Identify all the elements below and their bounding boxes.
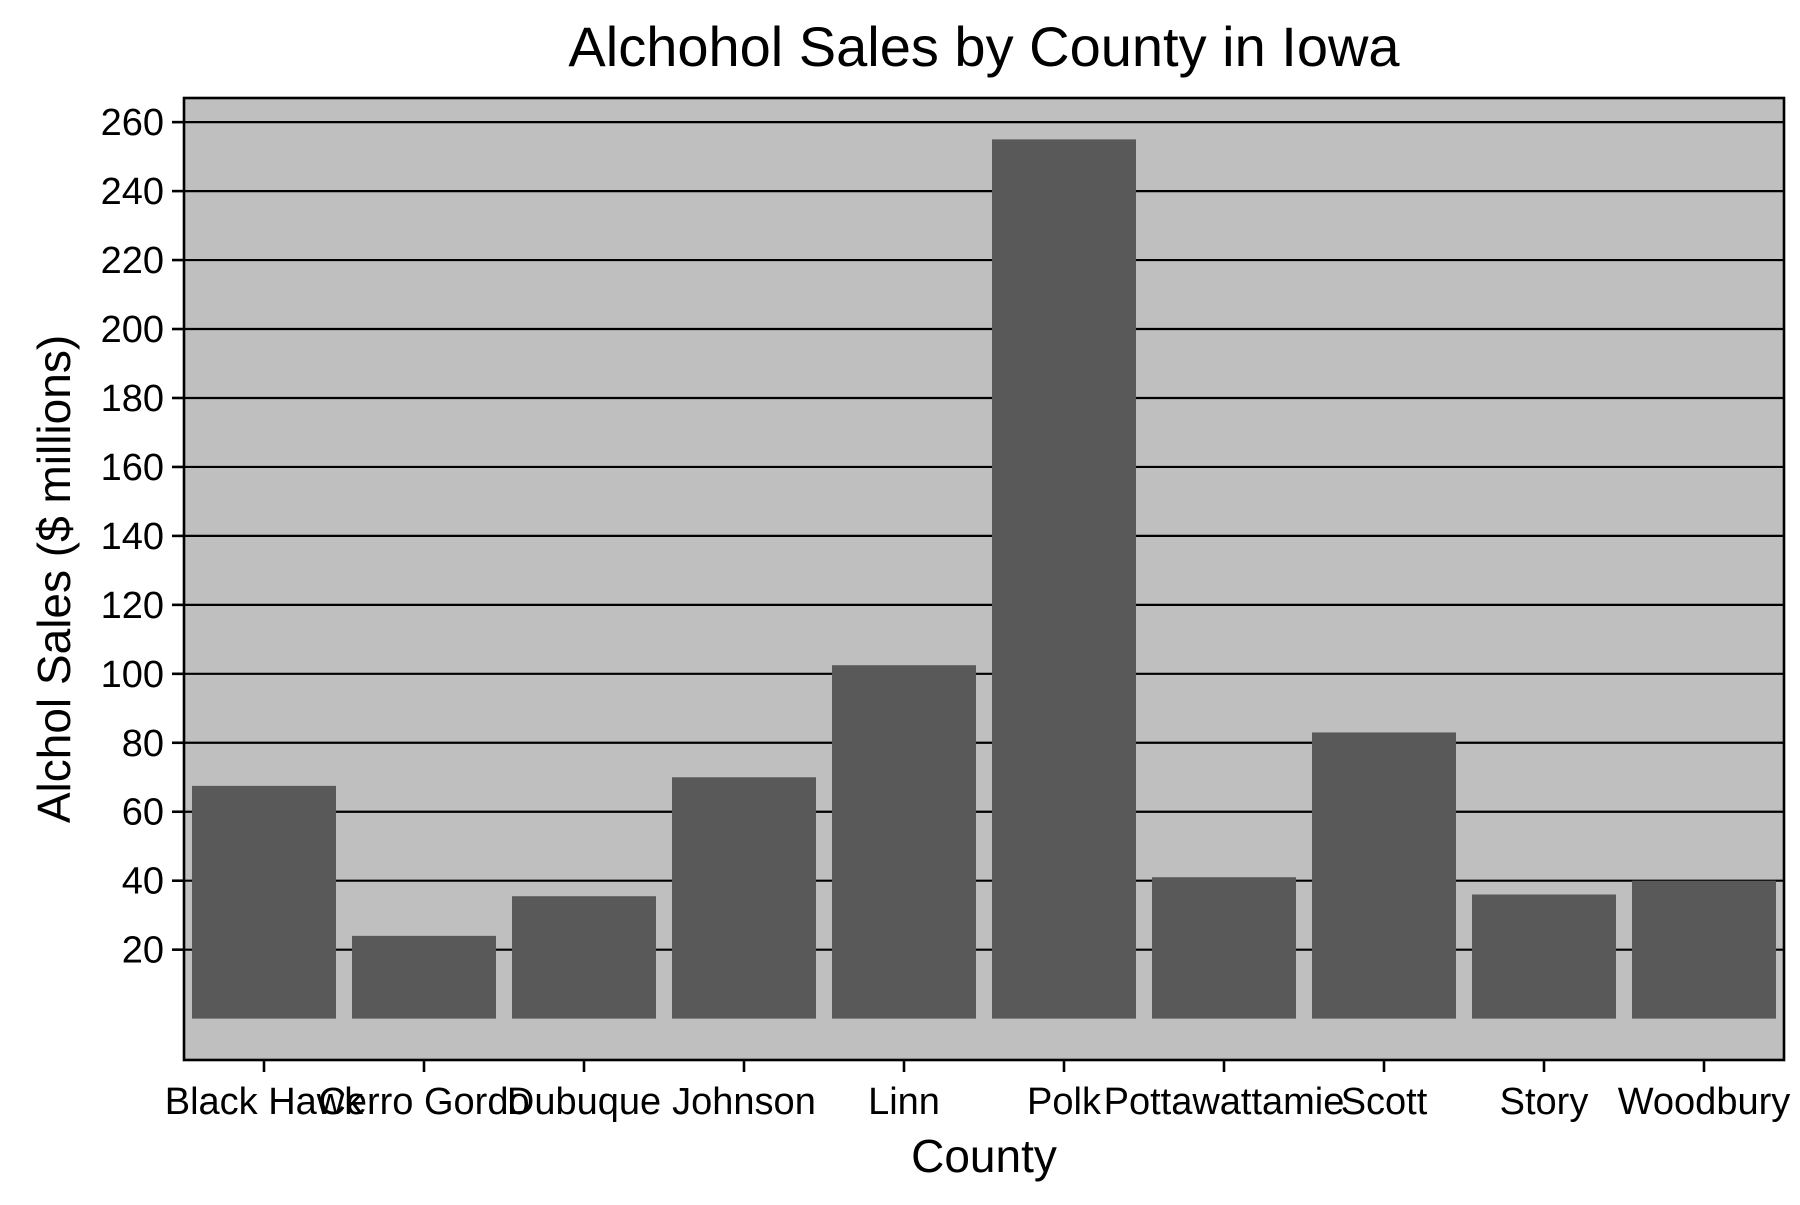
- x-tick-label: Black Hawk: [165, 1081, 364, 1123]
- y-tick-label: 120: [101, 585, 164, 627]
- x-tick-label: Linn: [868, 1081, 940, 1123]
- bar: [1472, 894, 1616, 1019]
- x-tick-label: Dubuque: [507, 1081, 661, 1123]
- x-axis-title: County: [911, 1130, 1057, 1182]
- y-tick-label: 60: [122, 792, 164, 834]
- x-tick-label: Johnson: [672, 1081, 816, 1123]
- y-tick-label: 220: [101, 240, 164, 282]
- x-tick-label: Pottawattamie: [1104, 1081, 1345, 1123]
- y-tick-label: 20: [122, 930, 164, 972]
- y-tick-label: 100: [101, 654, 164, 696]
- x-tick-label: Woodbury: [1618, 1081, 1791, 1123]
- bar: [1632, 880, 1776, 1019]
- bar: [352, 935, 496, 1019]
- y-tick-label: 240: [101, 171, 164, 213]
- bar: [672, 777, 816, 1019]
- y-axis: 20 40 60 80 100 120 140 160 180 200 220 240 260: [101, 102, 184, 972]
- x-tick-label: Story: [1500, 1081, 1589, 1123]
- bars: [192, 139, 1776, 1019]
- y-tick-label: 160: [101, 447, 164, 489]
- bar: [1312, 732, 1456, 1019]
- bar: [1152, 877, 1296, 1019]
- bar: [192, 785, 336, 1019]
- y-tick-label: 180: [101, 378, 164, 420]
- x-tick-label: Scott: [1341, 1081, 1428, 1123]
- x-tick-label: Polk: [1027, 1081, 1102, 1123]
- grid-lines: [184, 121, 1784, 951]
- y-tick-label: 80: [122, 723, 164, 765]
- x-tick-label: Cerro Gordo: [318, 1081, 529, 1123]
- plot-border: [182, 96, 1786, 1062]
- y-axis-title: Alchol Sales ($ millions): [28, 335, 80, 823]
- bar: [992, 139, 1136, 1019]
- y-tick-label: 200: [101, 309, 164, 351]
- bar: [832, 665, 976, 1019]
- y-tick-label: 260: [101, 102, 164, 144]
- y-tick-label: 40: [122, 861, 164, 903]
- y-tick-label: 140: [101, 516, 164, 558]
- bar: [512, 896, 656, 1019]
- chart-title: Alchohol Sales by County in Iowa: [568, 15, 1400, 78]
